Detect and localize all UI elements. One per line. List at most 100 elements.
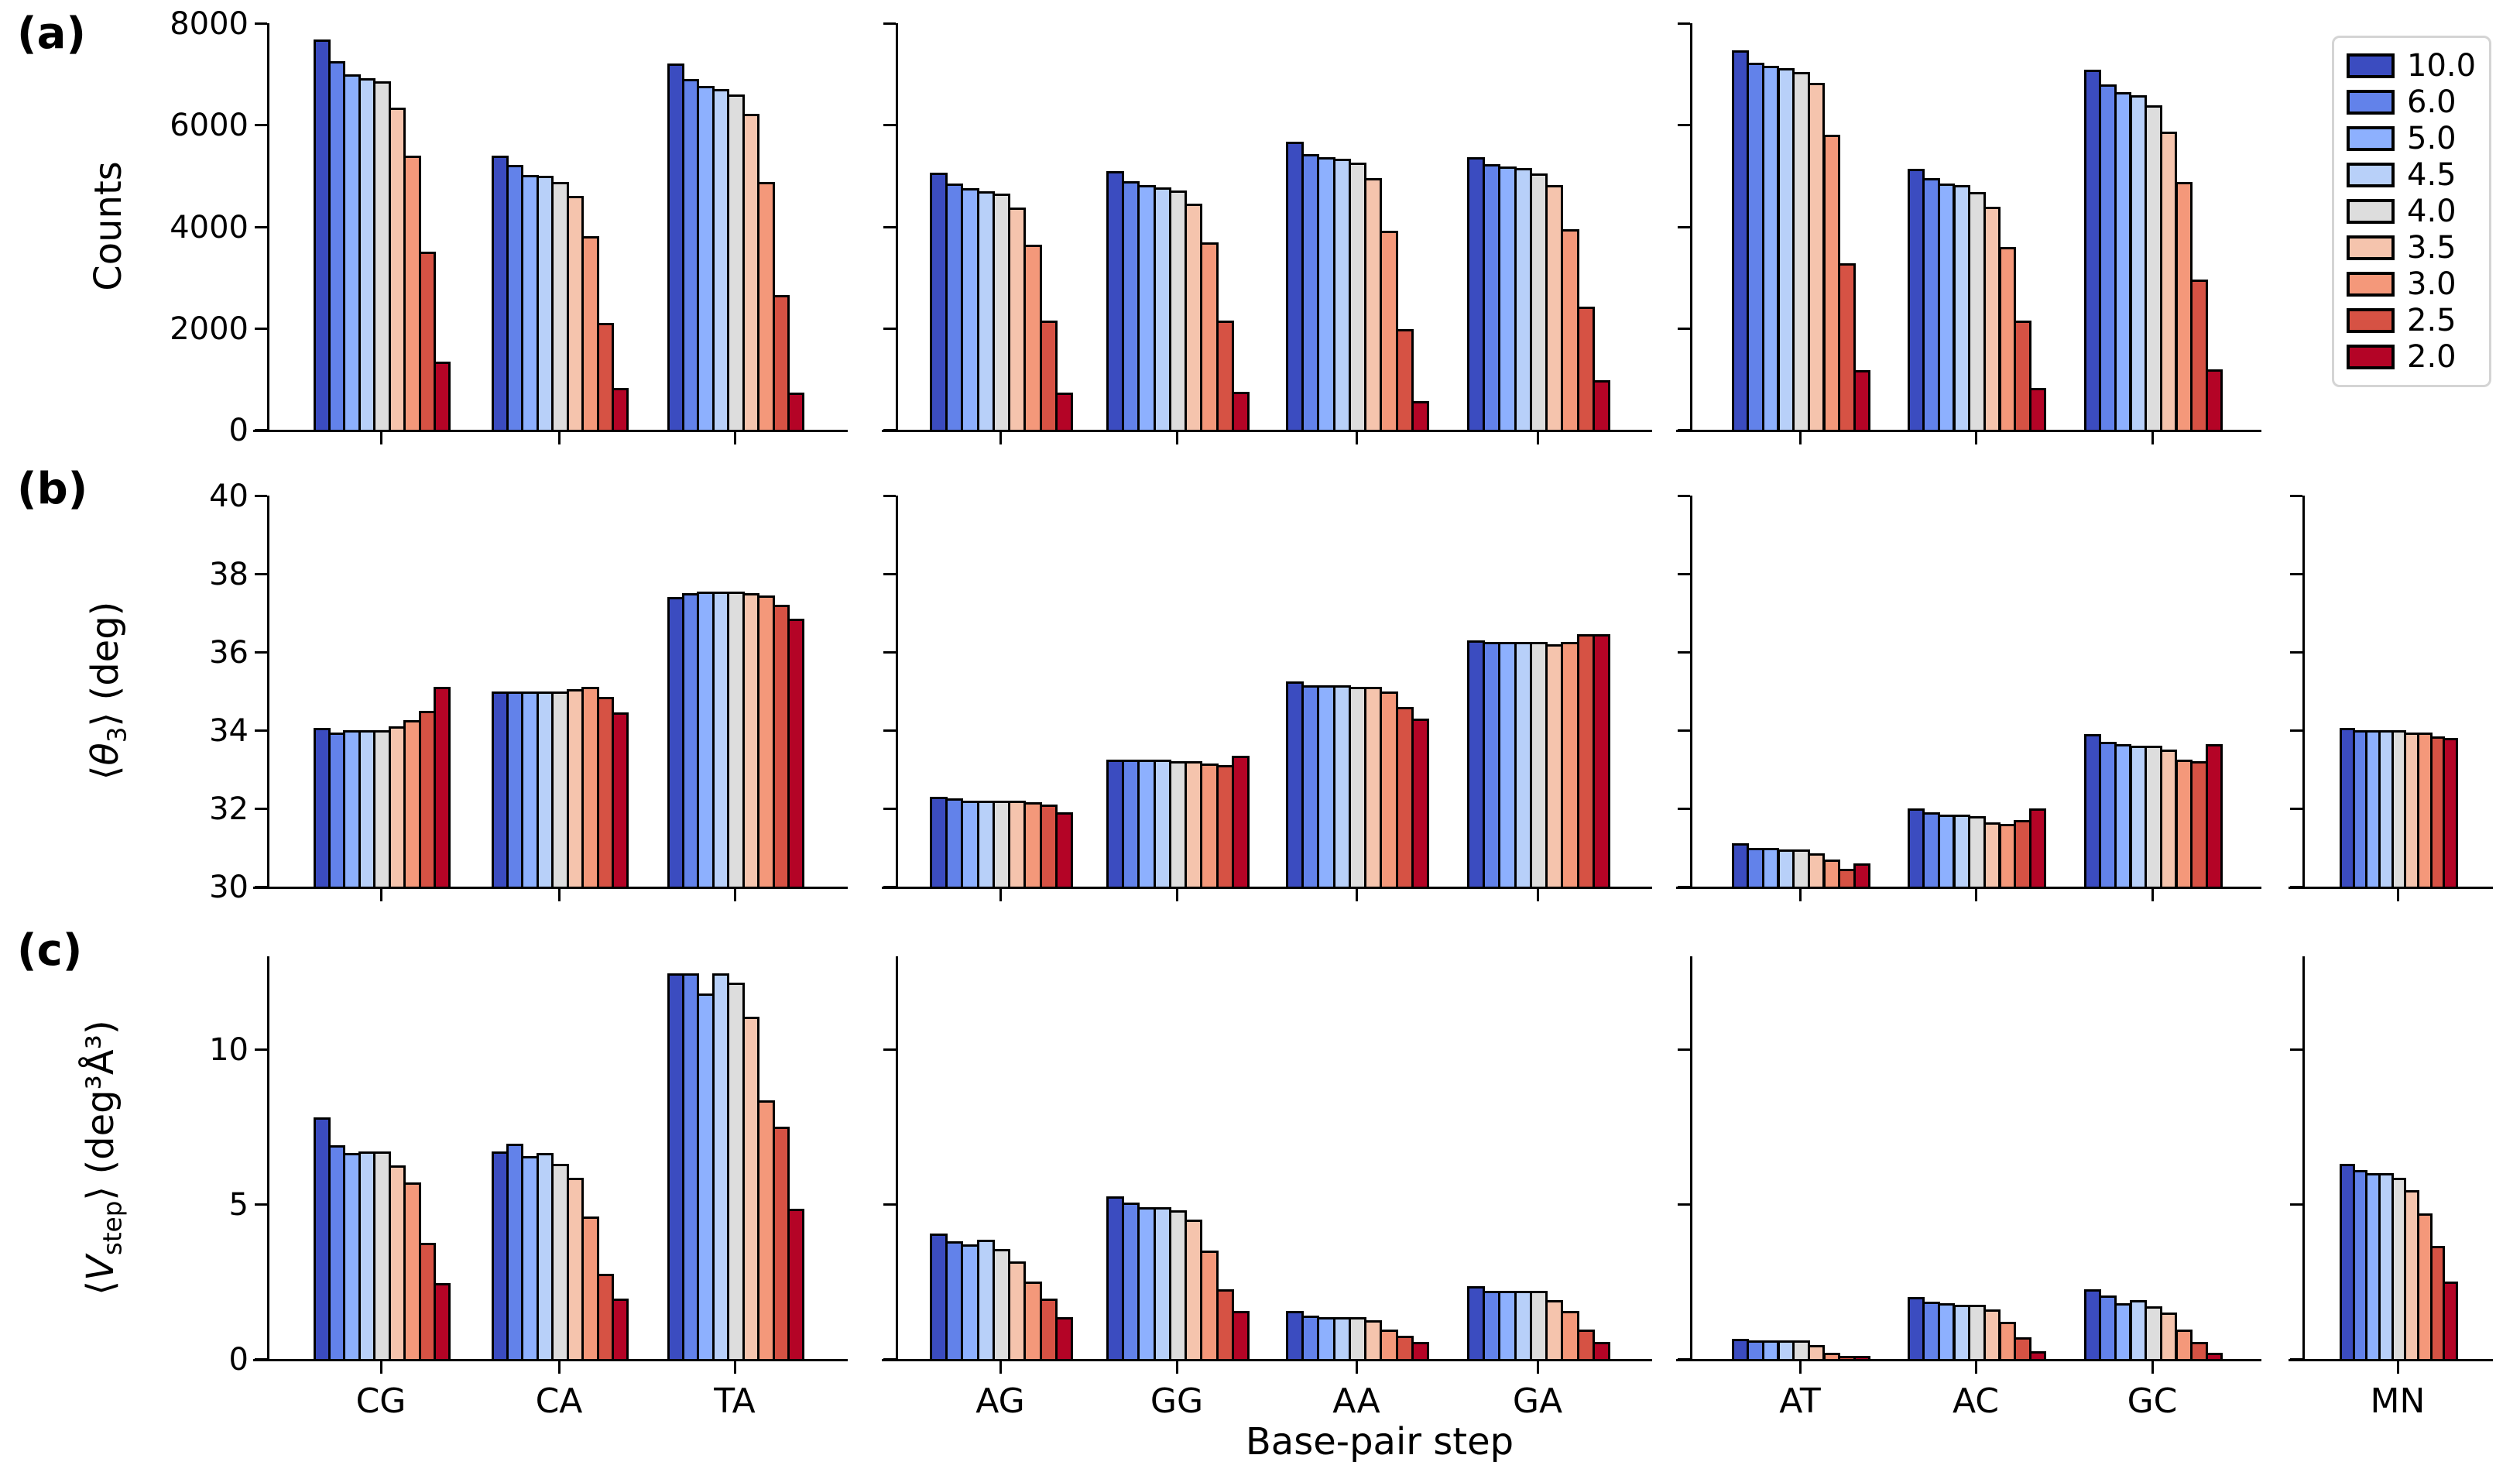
- y-tick: [255, 225, 267, 228]
- x-tick: [2396, 1361, 2399, 1374]
- y-tick: [883, 651, 896, 654]
- legend-swatch: [2347, 163, 2395, 187]
- x-tick: [1798, 889, 1802, 901]
- x-tick: [1798, 432, 1802, 444]
- y-tick: [883, 1048, 896, 1051]
- x-tick: [999, 889, 1002, 901]
- category-label-GA: GA: [1512, 1381, 1563, 1421]
- y-tick: [255, 729, 267, 732]
- bar-AA-2.0: [1411, 718, 1429, 889]
- y-tick: [255, 808, 267, 810]
- x-tick: [379, 432, 382, 444]
- category-label-GC: GC: [2127, 1381, 2178, 1421]
- y-tick-label: 36: [209, 635, 249, 671]
- x-tick: [1175, 1361, 1178, 1374]
- legend-entry-4.0: 4.0: [2347, 196, 2477, 227]
- x-tick: [557, 432, 561, 444]
- x-tick: [2396, 889, 2399, 901]
- y-tick: [255, 1358, 267, 1361]
- category-label-GG: GG: [1150, 1381, 1204, 1421]
- x-tick: [1355, 1361, 1358, 1374]
- y-tick-label: 38: [209, 557, 249, 592]
- x-tick: [733, 432, 736, 444]
- y-tick: [2290, 495, 2302, 497]
- x-tick: [733, 1361, 736, 1374]
- y-axis-spine: [1690, 956, 1692, 1361]
- x-tick: [733, 889, 736, 901]
- y-tick: [255, 573, 267, 575]
- y-tick-label: 30: [209, 870, 249, 905]
- y-tick: [1678, 1358, 1690, 1361]
- bar-AT-2.5: [1838, 263, 1856, 432]
- y-tick: [255, 495, 267, 497]
- bar-CA-2.5: [596, 322, 615, 432]
- bar-CG-2.0: [434, 362, 451, 432]
- y-tick: [883, 886, 896, 888]
- bar-GC-2.0: [2205, 369, 2223, 432]
- bar-AT-2.0: [1853, 370, 1871, 432]
- y-tick: [1678, 225, 1690, 228]
- y-tick: [1678, 808, 1690, 810]
- y-tick: [2290, 651, 2302, 654]
- category-label-AA: AA: [1332, 1381, 1380, 1421]
- label-fragment: ⟨: [78, 1280, 122, 1295]
- y-tick: [2290, 1048, 2302, 1051]
- bar-CG-2.0: [434, 687, 451, 889]
- category-label-AT: AT: [1779, 1381, 1821, 1421]
- y-tick: [1678, 22, 1690, 25]
- bar-TA-2.0: [787, 1209, 805, 1361]
- y-tick-label: 0: [228, 413, 249, 448]
- y-tick: [883, 429, 896, 431]
- y-tick: [883, 327, 896, 330]
- y-tick: [1678, 651, 1690, 654]
- legend-entry-2.5: 2.5: [2347, 305, 2477, 336]
- y-tick-label: 34: [209, 713, 249, 749]
- x-tick: [379, 1361, 382, 1374]
- x-tick: [1536, 432, 1539, 444]
- x-tick: [1355, 432, 1358, 444]
- y-tick: [1678, 1203, 1690, 1206]
- legend-entry-4.5: 4.5: [2347, 160, 2477, 190]
- label-fragment: ⟨: [83, 765, 127, 781]
- y-tick: [255, 429, 267, 431]
- y-tick-label: 6000: [170, 108, 249, 144]
- panel-letter-c: (c): [17, 925, 83, 976]
- x-tick: [2151, 432, 2154, 444]
- bar-GG-2.0: [1231, 392, 1250, 432]
- y-tick: [1678, 327, 1690, 330]
- legend-swatch: [2347, 199, 2395, 224]
- x-tick: [999, 432, 1002, 444]
- y-tick: [1678, 495, 1690, 497]
- y-tick: [2290, 1203, 2302, 1206]
- legend: 10.0 6.0 5.0 4.5 4.0 3.5 3.0 2.5 2.0: [2332, 36, 2491, 387]
- y-tick: [1678, 124, 1690, 127]
- x-tick: [557, 1361, 561, 1374]
- y-tick-label: 32: [209, 791, 249, 827]
- bar-AT-2.0: [1853, 1356, 1871, 1361]
- y-axis-spine: [267, 956, 269, 1361]
- y-tick: [255, 327, 267, 330]
- y-tick: [1678, 429, 1690, 431]
- bar-CA-2.0: [612, 387, 629, 432]
- y-tick: [2290, 573, 2302, 575]
- bar-AC-2.5: [2014, 320, 2031, 432]
- legend-label: 4.0: [2407, 194, 2457, 229]
- legend-swatch: [2347, 345, 2395, 369]
- x-tick: [1798, 1361, 1802, 1374]
- x-axis-line: [882, 430, 1652, 432]
- bar-MN-2.0: [2443, 738, 2458, 889]
- x-axis-title: Base-pair step: [1245, 1420, 1514, 1464]
- y-axis-spine: [267, 496, 269, 889]
- x-tick: [1175, 889, 1178, 901]
- legend-label: 6.0: [2407, 84, 2457, 120]
- bar-AA-2.0: [1411, 1342, 1429, 1361]
- bar-AG-2.5: [1039, 320, 1058, 432]
- x-axis-line: [882, 887, 1652, 889]
- x-tick: [1974, 1361, 1977, 1374]
- label-fragment: V: [78, 1255, 122, 1281]
- y-tick: [1678, 886, 1690, 888]
- category-label-CG: CG: [355, 1381, 406, 1421]
- legend-swatch: [2347, 53, 2395, 78]
- y-axis-spine: [896, 956, 898, 1361]
